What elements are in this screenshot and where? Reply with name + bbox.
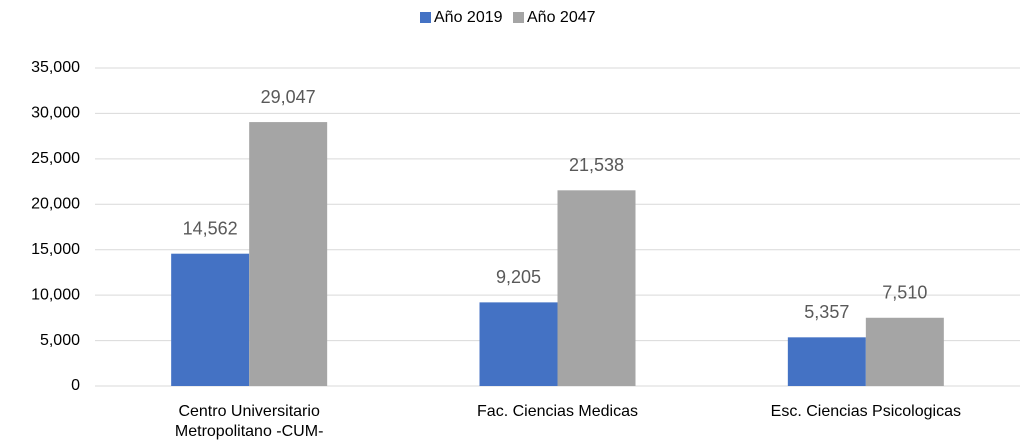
- bar: [557, 190, 636, 386]
- bar: [865, 317, 944, 386]
- bar: [787, 337, 866, 386]
- data-label: 7,510: [882, 283, 927, 303]
- data-label: 21,538: [569, 155, 624, 175]
- y-tick-label: 0: [71, 377, 80, 394]
- legend-label: Año 2047: [527, 9, 596, 26]
- y-tick-label: 25,000: [31, 150, 80, 167]
- y-tick-label: 15,000: [31, 241, 80, 258]
- legend-swatch: [420, 12, 431, 23]
- y-tick-label: 30,000: [31, 105, 80, 122]
- y-tick-label: 5,000: [40, 332, 80, 349]
- y-tick-label: 20,000: [31, 196, 80, 213]
- bar: [249, 122, 328, 387]
- y-tick-label: 35,000: [31, 59, 80, 76]
- data-label: 9,205: [496, 267, 541, 287]
- y-tick-label: 10,000: [31, 286, 80, 303]
- x-tick-label: Esc. Ciencias Psicologicas: [770, 403, 961, 420]
- legend-label: Año 2019: [434, 9, 503, 26]
- data-label: 5,357: [804, 302, 849, 322]
- data-label: 14,562: [183, 218, 238, 238]
- data-label: 29,047: [261, 87, 316, 107]
- bar: [171, 253, 250, 386]
- x-tick-label: Fac. Ciencias Medicas: [477, 403, 638, 420]
- x-tick-label: Centro Universitario Metropolitano -CUM-: [174, 403, 324, 440]
- bar: [479, 302, 558, 386]
- legend-swatch: [513, 12, 524, 23]
